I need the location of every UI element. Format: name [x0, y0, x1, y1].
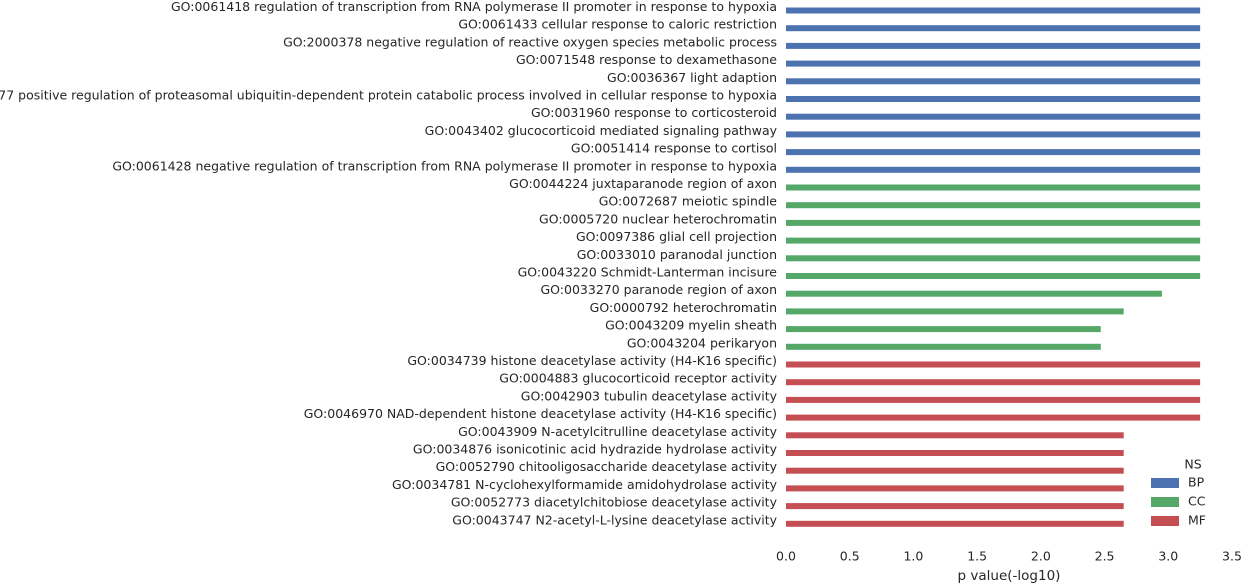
bar-15	[786, 273, 1201, 279]
bar-27	[786, 485, 1124, 492]
bar-14	[786, 255, 1201, 262]
bar-6	[786, 113, 1201, 120]
category-label: GO:0043747 N2-acetyl-L-lysine deacetylas…	[452, 512, 777, 527]
bar-2	[786, 42, 1201, 49]
category-label: GO:0046970 NAD-dependent histone deacety…	[304, 406, 777, 421]
category-label: GO:2000378 negative regulation of reacti…	[283, 34, 777, 49]
legend-entries: BP CC MF	[1151, 475, 1206, 528]
bar-28	[786, 503, 1124, 510]
category-labels: GO:0061418 regulation of transcription f…	[0, 0, 778, 527]
legend-title: NS	[1184, 457, 1201, 472]
category-label: GO:2000777 positive regulation of protea…	[0, 88, 777, 103]
category-label: GO:0061418 regulation of transcription f…	[171, 0, 777, 14]
x-tick-label: 3.5	[1222, 549, 1242, 564]
bar-11	[786, 202, 1201, 209]
legend-swatch-cc	[1151, 497, 1179, 507]
bar-20	[786, 361, 1201, 368]
bar-3	[786, 60, 1201, 67]
category-label: GO:0034876 isonicotinic acid hydrazide h…	[413, 442, 778, 457]
category-label: GO:0000792 heterochromatin	[590, 300, 777, 315]
x-tick-label: 1.0	[903, 549, 923, 564]
category-label: GO:0052773 diacetylchitobiose deacetylas…	[451, 495, 778, 510]
bar-24	[786, 432, 1124, 439]
bar-8	[786, 149, 1201, 156]
legend-swatch-bp	[1151, 478, 1179, 488]
bar-19	[786, 343, 1101, 350]
category-label: GO:0072687 meiotic spindle	[599, 194, 778, 209]
legend-label-cc: CC	[1188, 494, 1206, 509]
x-tick-label: 2.0	[1031, 549, 1051, 564]
category-label: GO:0004883 glucocorticoid receptor activ…	[499, 371, 777, 386]
category-label: GO:0005720 nuclear heterochromatin	[539, 211, 777, 226]
legend-swatch-mf	[1151, 516, 1179, 526]
bar-9	[786, 166, 1201, 173]
category-label: GO:0043402 glucocorticoid mediated signa…	[425, 123, 778, 138]
x-axis-ticks: 0.0 0.5 1.0 1.5 2.0 2.5 3.0 3.5	[776, 549, 1242, 564]
category-label: GO:0034781 N-cyclohexylformamide amidohy…	[392, 477, 778, 492]
category-label: GO:0043220 Schmidt-Lanterman incisure	[518, 265, 778, 280]
legend-label-bp: BP	[1188, 475, 1205, 490]
bar-13	[786, 237, 1201, 244]
legend-label-mf: MF	[1188, 513, 1206, 528]
category-label: GO:0036367 light adaption	[607, 70, 777, 85]
category-label: GO:0071548 response to dexamethasone	[516, 52, 777, 67]
legend: NS BP CC MF	[1151, 457, 1206, 528]
category-label: GO:0043909 N-acetylcitrulline deacetylas…	[458, 424, 777, 439]
x-tick-label: 1.5	[967, 549, 987, 564]
bar-1	[786, 25, 1201, 32]
x-tick-label: 3.0	[1158, 549, 1178, 564]
category-label: GO:0051414 response to cortisol	[571, 141, 777, 156]
category-label: GO:0033010 paranodal junction	[577, 247, 777, 262]
bar-5	[786, 96, 1201, 102]
bar-4	[786, 78, 1201, 85]
bar-23	[786, 414, 1201, 421]
category-label: GO:0052790 chitooligosaccharide deacetyl…	[436, 459, 778, 474]
category-label: GO:0061428 negative regulation of transc…	[112, 158, 777, 173]
bar-10	[786, 184, 1201, 191]
category-label: GO:0097386 glial cell projection	[576, 229, 777, 244]
bar-0	[786, 7, 1201, 14]
bar-26	[786, 467, 1124, 474]
category-label: GO:0042903 tubulin deacetylase activity	[521, 388, 778, 403]
x-tick-label: 2.5	[1095, 549, 1115, 564]
bar-16	[786, 290, 1162, 297]
category-label: GO:0033270 paranode region of axon	[541, 282, 778, 297]
x-tick-label: 0.0	[776, 549, 796, 564]
bar-25	[786, 450, 1124, 456]
category-label: GO:0044224 juxtaparanode region of axon	[509, 176, 777, 191]
bar-18	[786, 326, 1101, 333]
category-label: GO:0034739 histone deacetylase activity …	[407, 353, 777, 368]
bar-21	[786, 379, 1201, 386]
x-axis-label: p value(-log10)	[958, 568, 1061, 584]
bar-17	[786, 308, 1124, 315]
bar-12	[786, 219, 1201, 226]
category-label: GO:0043204 perikaryon	[627, 335, 777, 350]
category-label: GO:0061433 cellular response to caloric …	[458, 17, 777, 32]
category-label: GO:0031960 response to corticosteroid	[531, 105, 777, 120]
bars-layer	[786, 7, 1201, 527]
x-tick-label: 0.5	[840, 549, 860, 564]
bar-29	[786, 520, 1124, 527]
bar-7	[786, 131, 1201, 138]
bar-22	[786, 396, 1201, 403]
category-label: GO:0043209 myelin sheath	[605, 318, 777, 333]
